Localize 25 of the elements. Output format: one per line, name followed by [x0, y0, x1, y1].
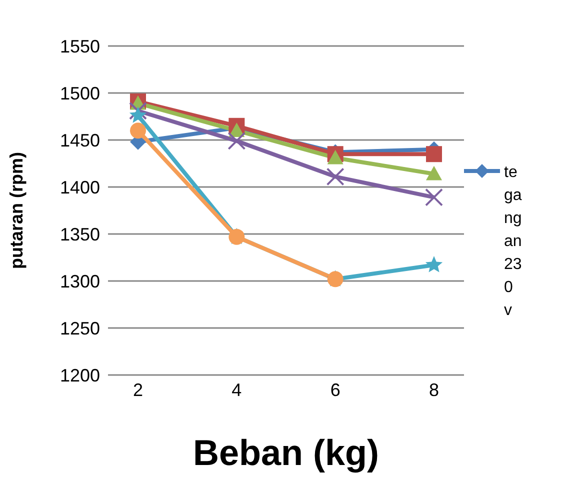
x-tick-label: 2 [132, 380, 144, 400]
y-axis-title: putaran (rpm) [6, 152, 26, 269]
point [327, 150, 344, 164]
y-tick-label: 1500 [60, 83, 100, 104]
legend-label: tegangan 230 v [504, 163, 523, 321]
y-tick-label: 1300 [60, 271, 100, 292]
point [326, 168, 344, 186]
point [228, 132, 246, 150]
point [426, 146, 442, 162]
y-tick-label: 1400 [60, 177, 100, 198]
point [129, 102, 147, 120]
y-tick-label: 1450 [60, 130, 100, 150]
y-tick-label: 1250 [60, 318, 100, 338]
point [425, 256, 443, 272]
x-tick-label: 6 [330, 380, 340, 400]
x-tick-label: 4 [232, 380, 242, 400]
point [130, 122, 146, 139]
x-tick-label: 8 [428, 380, 440, 400]
y-tick-label: 1550 [60, 36, 100, 56]
point [426, 166, 442, 180]
point [425, 188, 443, 206]
y-tick-label: 1200 [60, 365, 100, 386]
point [129, 106, 147, 123]
x-axis-title: Beban (kg) [192, 432, 380, 473]
y-tick-label: 1350 [60, 224, 100, 244]
